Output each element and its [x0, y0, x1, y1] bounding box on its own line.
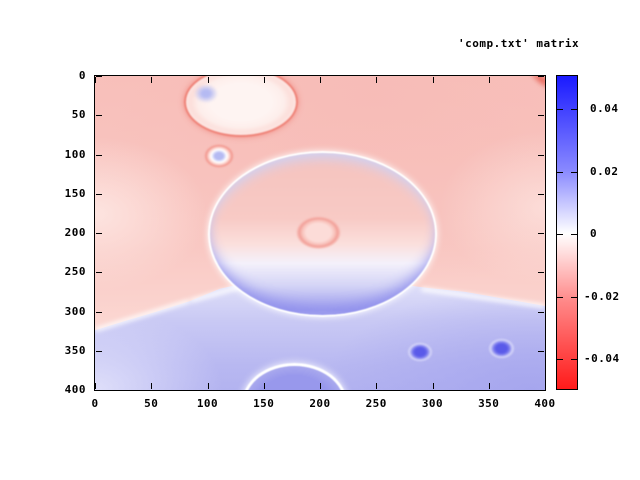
colorbar-tick-label: 0	[590, 227, 598, 240]
y-tick-label: 200	[64, 226, 86, 239]
colorbar-tick-mark	[557, 234, 563, 235]
heatmap-feature-dark-spot	[487, 337, 515, 359]
x-tick-mark	[545, 383, 546, 389]
colorbar-tick-mark	[557, 296, 563, 298]
y-tick-mark	[538, 272, 544, 274]
colorbar-tick-mark	[557, 359, 563, 360]
colorbar-tick-label: -0.04	[584, 352, 620, 365]
x-tick-label: 100	[196, 397, 219, 410]
colorbar-tick-mark	[557, 171, 563, 173]
heatmap-feature-ringed-spot	[203, 144, 234, 169]
x-tick-mark	[151, 77, 153, 83]
x-tick-label: 150	[253, 397, 275, 410]
y-tick-mark	[96, 193, 102, 195]
y-tick-mark	[538, 193, 544, 195]
y-tick-mark	[96, 154, 102, 156]
y-tick-label: 250	[64, 265, 86, 279]
y-tick-mark	[96, 390, 102, 391]
heatmap-feature-dark-spot	[407, 342, 434, 363]
y-tick-mark	[538, 350, 544, 352]
x-tick-label: 300	[421, 397, 444, 410]
y-tick-label: 0	[78, 69, 86, 82]
y-tick-label: 100	[64, 147, 86, 161]
colorbar-tick-label: 0.02	[590, 164, 619, 178]
x-tick-mark	[432, 383, 434, 389]
y-tick-label: 300	[64, 304, 86, 318]
x-tick-mark	[207, 77, 209, 83]
x-tick-mark	[95, 77, 96, 83]
colorbar-tick-mark	[571, 109, 577, 110]
x-tick-mark	[95, 383, 96, 389]
x-tick-mark	[263, 383, 265, 389]
x-tick-label: 50	[144, 397, 159, 410]
y-tick-mark	[538, 154, 544, 156]
x-tick-mark	[376, 383, 378, 389]
y-tick-label: 350	[64, 343, 86, 357]
colorbar-tick-mark	[571, 359, 577, 360]
colorbar-tick-mark	[571, 234, 577, 235]
y-tick-label: 150	[64, 186, 86, 200]
x-tick-mark	[320, 383, 321, 389]
heatmap-plot-area	[95, 76, 545, 390]
x-tick-mark	[320, 77, 321, 83]
colorbar-tick-mark	[571, 171, 577, 173]
x-tick-mark	[376, 77, 378, 83]
y-tick-label: 50	[71, 108, 86, 122]
y-tick-label: 400	[64, 383, 86, 396]
plot-title: 'comp.txt' matrix	[458, 37, 580, 50]
x-tick-label: 250	[365, 397, 387, 410]
x-tick-mark	[263, 77, 265, 83]
x-tick-mark	[545, 77, 546, 83]
y-tick-mark	[538, 233, 544, 234]
y-tick-mark	[538, 76, 544, 77]
x-tick-mark	[488, 383, 490, 389]
y-tick-mark	[538, 311, 544, 313]
y-tick-mark	[96, 115, 102, 117]
y-tick-mark	[96, 272, 102, 274]
colorbar-tick-mark	[557, 109, 563, 110]
y-tick-mark	[96, 311, 102, 313]
y-tick-mark	[538, 115, 544, 117]
x-tick-label: 350	[478, 397, 500, 410]
colorbar-gradient	[556, 75, 578, 390]
x-tick-mark	[488, 77, 490, 83]
heatmap-feature-soft-spot	[194, 83, 219, 103]
y-tick-mark	[96, 350, 102, 352]
colorbar-tick-label: 0.04	[590, 102, 619, 115]
x-tick-mark	[432, 77, 434, 83]
colorbar-tick-mark	[571, 296, 577, 298]
y-tick-mark	[96, 76, 102, 77]
x-tick-label: 400	[534, 397, 556, 410]
colorbar-tick-label: -0.02	[584, 289, 620, 303]
x-tick-label: 0	[91, 397, 99, 410]
heatmap-feature-red-ring-spot	[296, 215, 342, 249]
x-tick-mark	[207, 383, 209, 389]
y-tick-mark	[538, 390, 544, 391]
y-tick-mark	[96, 233, 102, 234]
x-tick-label: 200	[309, 397, 331, 410]
x-tick-mark	[151, 383, 153, 389]
